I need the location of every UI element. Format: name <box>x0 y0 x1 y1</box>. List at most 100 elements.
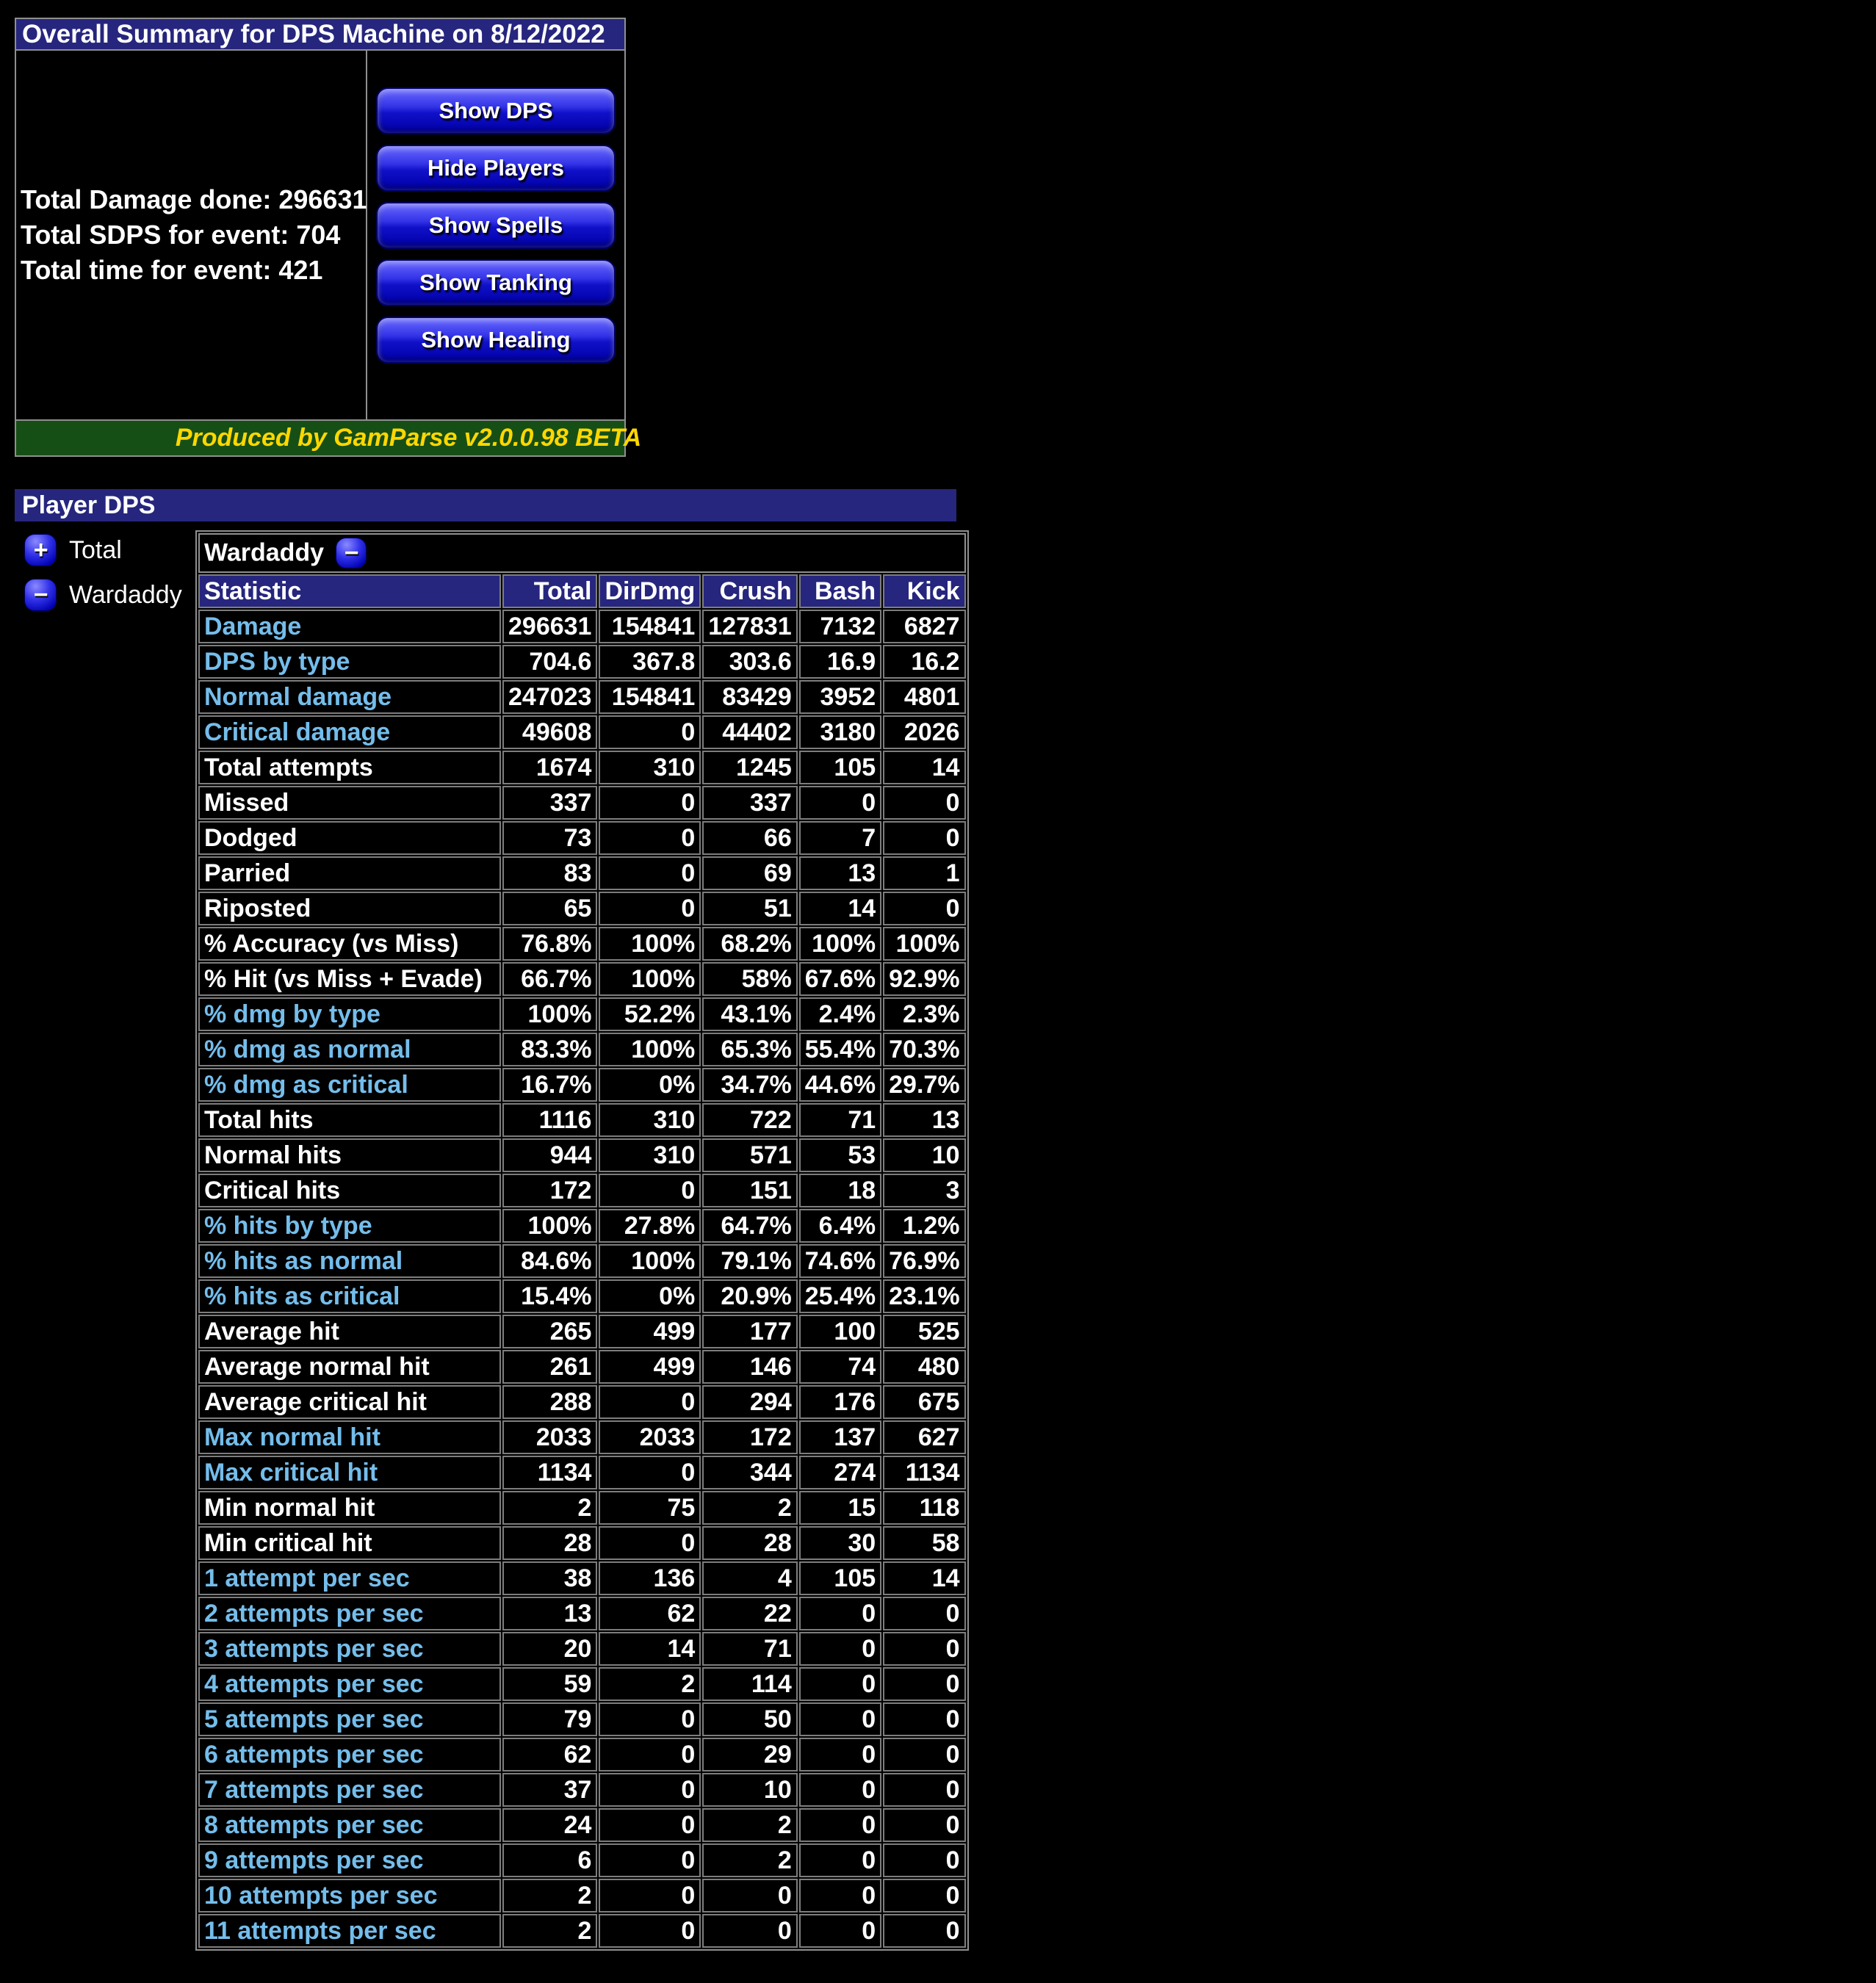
stat-value: 675 <box>883 1385 966 1419</box>
stat-value: 1674 <box>502 751 598 784</box>
stat-value: 28 <box>702 1526 798 1560</box>
stat-value: 105 <box>798 1561 882 1595</box>
stat-value: 247023 <box>502 680 598 714</box>
stat-value: 68.2% <box>702 927 798 961</box>
stat-value: 83429 <box>702 680 798 714</box>
total-time-line: Total time for event: 421 <box>21 255 323 285</box>
stat-value: 100% <box>798 927 882 961</box>
stat-value: 53 <box>798 1138 882 1172</box>
stat-value: 2 <box>502 1491 598 1525</box>
table-row: Critical damage 49608 0 44402 3180 2026 <box>198 715 966 749</box>
stat-value: 20 <box>502 1632 598 1666</box>
tree-label-wardaddy[interactable]: Wardaddy <box>69 580 182 609</box>
stat-label: % hits as critical <box>198 1279 501 1313</box>
table-row: Missed 337 0 337 0 0 <box>198 786 966 820</box>
stat-value: 76.8% <box>502 927 598 961</box>
stat-value: 71 <box>798 1103 882 1137</box>
stat-value: 0 <box>599 1879 701 1912</box>
stat-label: 8 attempts per sec <box>198 1808 501 1842</box>
stat-value: 3180 <box>798 715 882 749</box>
stat-value: 2 <box>502 1914 598 1948</box>
stat-value: 10 <box>702 1773 798 1807</box>
stat-value: 62 <box>502 1738 598 1771</box>
stat-value: 337 <box>502 786 598 820</box>
show-healing-button[interactable]: Show Healing <box>376 317 616 364</box>
stat-value: 7132 <box>798 610 882 643</box>
stat-value: 0 <box>798 1667 882 1701</box>
stat-value: 0 <box>599 1843 701 1877</box>
table-row: Average critical hit 288 0 294 176 675 <box>198 1385 966 1419</box>
stat-value: 0 <box>702 1914 798 1948</box>
stat-value: 114 <box>702 1667 798 1701</box>
table-row: 1 attempt per sec 38 136 4 105 14 <box>198 1561 966 1595</box>
stat-value: 34.7% <box>702 1068 798 1102</box>
stat-value: 0 <box>599 1174 701 1207</box>
table-row: 4 attempts per sec 59 2 114 0 0 <box>198 1667 966 1701</box>
stat-value: 310 <box>599 1103 701 1137</box>
stat-value: 49608 <box>502 715 598 749</box>
stat-value: 100% <box>599 1033 701 1066</box>
stat-value: 100 <box>798 1315 882 1348</box>
stat-label: 5 attempts per sec <box>198 1702 501 1736</box>
stat-value: 62 <box>599 1597 701 1630</box>
stat-value: 0 <box>798 1632 882 1666</box>
stat-value: 480 <box>883 1350 966 1384</box>
table-row: % Accuracy (vs Miss) 76.8% 100% 68.2% 100% 10… <box>198 927 966 961</box>
table-row: Average hit 265 499 177 100 525 <box>198 1315 966 1348</box>
stat-value: 66 <box>702 821 798 855</box>
stat-label: Damage <box>198 610 501 643</box>
stat-value: 14 <box>883 751 966 784</box>
show-dps-button[interactable]: Show DPS <box>376 87 616 134</box>
table-row: Total attempts 1674 310 1245 105 14 <box>198 751 966 784</box>
stat-value: 6827 <box>883 610 966 643</box>
stat-value: 37 <box>502 1773 598 1807</box>
stat-value: 27.8% <box>599 1209 701 1243</box>
stat-label: Total attempts <box>198 751 501 784</box>
stat-label: % hits as normal <box>198 1244 501 1278</box>
stat-value: 0 <box>883 1597 966 1630</box>
table-row: Critical hits 172 0 151 18 3 <box>198 1174 966 1207</box>
stat-value: 1.2% <box>883 1209 966 1243</box>
stat-value: 0 <box>599 1773 701 1807</box>
stat-label: 6 attempts per sec <box>198 1738 501 1771</box>
column-header-dirdmg: DirDmg <box>599 574 701 608</box>
stat-value: 69 <box>702 856 798 890</box>
stat-value: 499 <box>599 1315 701 1348</box>
stat-value: 65.3% <box>702 1033 798 1066</box>
table-row: % Hit (vs Miss + Evade) 66.7% 100% 58% 67.6%… <box>198 962 966 996</box>
stat-value: 66.7% <box>502 962 598 996</box>
plus-icon[interactable]: + <box>24 534 57 566</box>
stat-value: 76.9% <box>883 1244 966 1278</box>
stat-value: 2 <box>502 1879 598 1912</box>
stat-value: 4 <box>702 1561 798 1595</box>
stat-value: 2 <box>702 1843 798 1877</box>
table-row: Riposted 65 0 51 14 0 <box>198 892 966 925</box>
stat-value: 0 <box>798 1879 882 1912</box>
stat-value: 0 <box>599 821 701 855</box>
stat-value: 30 <box>798 1526 882 1560</box>
collapse-minus-icon[interactable]: − <box>336 538 367 568</box>
stat-value: 296631 <box>502 610 598 643</box>
show-tanking-button[interactable]: Show Tanking <box>376 259 616 306</box>
stat-value: 0 <box>798 1808 882 1842</box>
summary-buttons: Show DPS Hide Players Show Spells Show T… <box>367 51 624 419</box>
minus-icon[interactable]: − <box>24 579 57 611</box>
table-row: 5 attempts per sec 79 0 50 0 0 <box>198 1702 966 1736</box>
total-sdps-line: Total SDPS for event: 704 <box>21 220 341 250</box>
stat-value: 6 <box>502 1843 598 1877</box>
tree-label-total[interactable]: Total <box>69 535 122 564</box>
stat-value: 0 <box>883 1773 966 1807</box>
stat-label: Min normal hit <box>198 1491 501 1525</box>
stat-value: 0 <box>883 1914 966 1948</box>
stat-value: 74 <box>798 1350 882 1384</box>
show-spells-button[interactable]: Show Spells <box>376 202 616 249</box>
hide-players-button[interactable]: Hide Players <box>376 145 616 192</box>
tree-item-wardaddy[interactable]: − Wardaddy <box>24 579 193 611</box>
stat-value: 1134 <box>883 1456 966 1489</box>
player-name: Wardaddy <box>204 538 325 567</box>
stat-value: 0 <box>599 1738 701 1771</box>
tree-item-total[interactable]: + Total <box>24 534 193 566</box>
stat-value: 105 <box>798 751 882 784</box>
stat-value: 100% <box>599 927 701 961</box>
stat-value: 0 <box>599 1526 701 1560</box>
